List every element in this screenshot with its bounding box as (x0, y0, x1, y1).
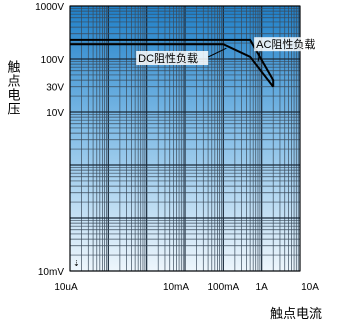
y-tick-label: 10V (46, 108, 64, 119)
tiny-mark: ⇣ (73, 259, 80, 268)
y-tick-label: 30V (46, 83, 64, 94)
y-tick-label: 1000V (35, 2, 64, 13)
annotations: AC阻性负载 DC阻性负载 (136, 37, 325, 65)
x-tick-label: 10uA (54, 282, 78, 293)
x-tick-label: 100mA (207, 282, 239, 293)
x-tick-labels: 10uA 10mA 100mA 1A 10A (54, 282, 319, 293)
anno-dc-bg (136, 51, 209, 65)
anno-dc-label: DC阻性负载 (138, 51, 198, 65)
x-axis-title: 触点电流 (270, 307, 322, 322)
series-dc-line (70, 43, 274, 88)
x-tick-label: 10A (301, 282, 319, 293)
anno-ac-bg (254, 37, 325, 52)
y-tick-label: 10mV (38, 267, 64, 278)
anno-ac-leader (257, 51, 261, 62)
anno-ac-label: AC阻性负载 (256, 37, 315, 51)
y-tick-label: 100V (41, 55, 65, 66)
x-tick-label: 10mA (163, 282, 189, 293)
plot-frame (69, 5, 301, 272)
series-lines (70, 38, 275, 88)
anno-dc-leader (207, 47, 227, 58)
y-tick-labels: 1000V 100V 30V 10V 10mV (35, 2, 64, 278)
series-ac-line (70, 38, 275, 87)
y-axis-title: 触点电压 (5, 60, 21, 116)
x-tick-label: 1A (256, 282, 269, 293)
